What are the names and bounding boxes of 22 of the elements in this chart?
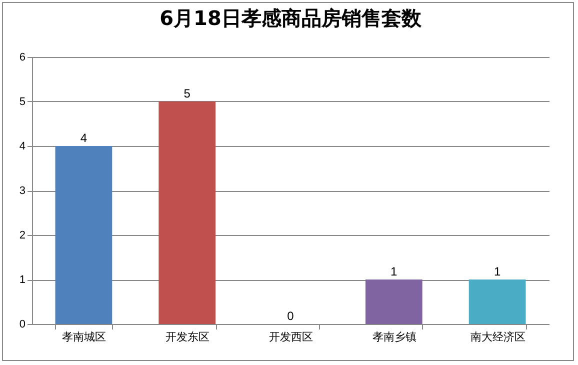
data-label: 1 [390,264,398,278]
chart-title: 6月18日孝感商品房销售套数 [160,6,422,30]
x-tick-label: 孝南城区 [62,330,106,344]
bar [365,280,422,324]
data-label: 5 [184,86,191,100]
y-tick-label: 0 [19,318,26,330]
bar [468,280,526,324]
y-tick-label: 1 [19,274,26,286]
x-tick-label: 孝南乡镇 [372,330,416,344]
x-tick-label: 开发西区 [269,330,313,344]
y-tick-label: 2 [19,230,26,242]
y-tick-label: 6 [19,52,26,64]
y-tick-label: 4 [19,140,26,152]
x-tick-label: 开发东区 [166,330,210,344]
bar [158,102,216,324]
y-tick-label: 5 [19,96,26,108]
data-label: 0 [287,309,294,323]
x-tick-label: 南大经济区 [470,330,526,344]
data-label: 1 [494,264,501,278]
bar [55,146,112,324]
data-label: 4 [80,131,88,145]
y-tick-label: 3 [19,185,26,197]
